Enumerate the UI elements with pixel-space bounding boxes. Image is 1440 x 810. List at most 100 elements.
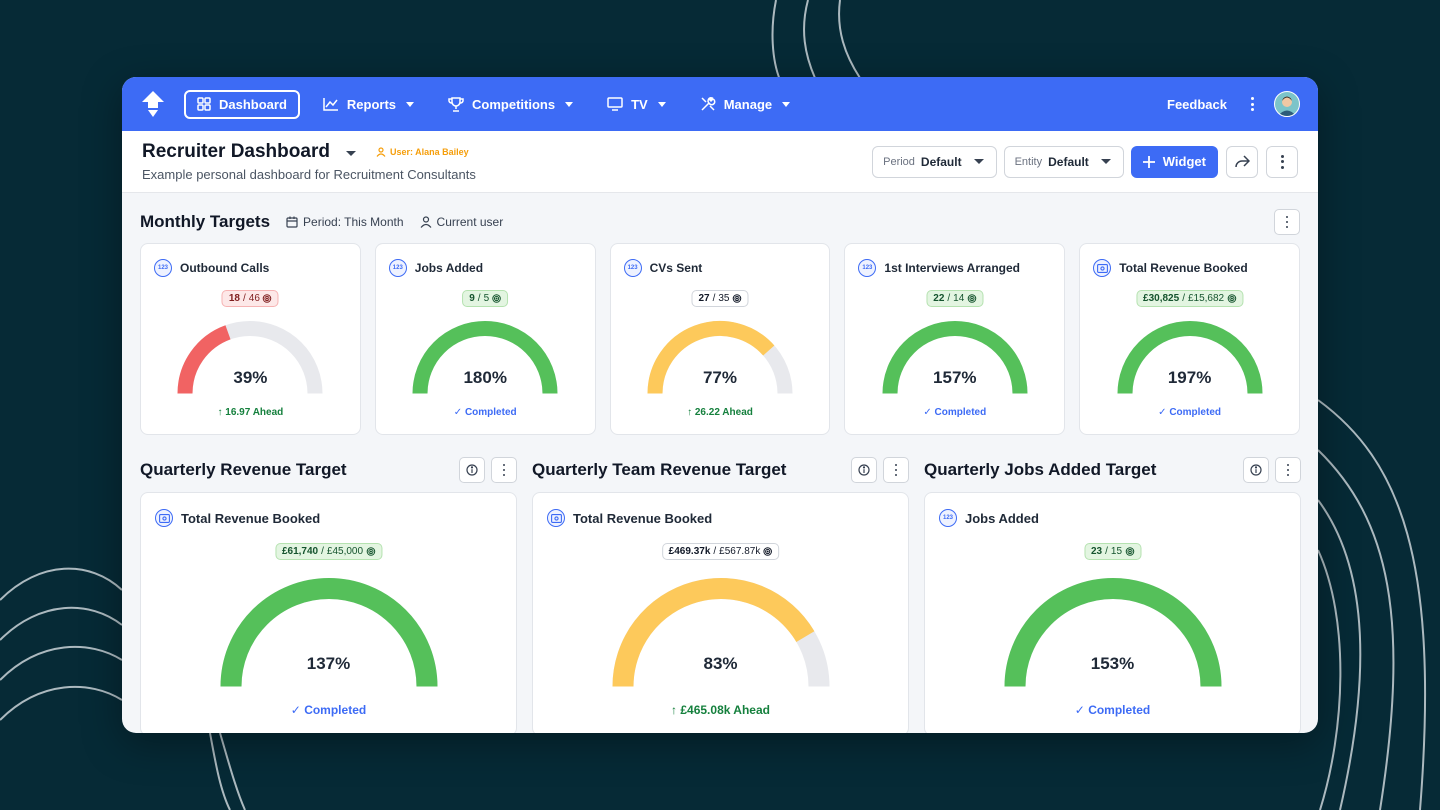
nav-competitions[interactable]: Competitions <box>437 90 584 119</box>
quarterly-section: Quarterly Jobs Added Target 123 Jobs Added… <box>924 455 1301 733</box>
gauge <box>177 321 323 394</box>
actual-value: 18 <box>228 293 240 304</box>
add-widget-label: Widget <box>1162 154 1206 169</box>
target-card[interactable]: 123 Jobs Added 9 / 5 180% ✓ Completed <box>374 243 596 435</box>
target-icon <box>492 294 501 303</box>
more-vertical-icon <box>1280 154 1284 169</box>
nav-tv[interactable]: TV <box>596 90 677 119</box>
monthly-targets-section: Monthly Targets Period: This Month Curre… <box>140 207 1300 435</box>
chart-line-icon <box>323 98 338 111</box>
nav-dashboard[interactable]: Dashboard <box>184 89 300 119</box>
actual-value: 22 <box>933 293 945 304</box>
percent-label: 153% <box>1090 654 1135 673</box>
card-title-label: CVs Sent <box>649 261 703 275</box>
status-label: ✓ Completed <box>290 703 367 717</box>
card-title: Total Revenue Booked <box>547 509 712 527</box>
info-button[interactable] <box>851 457 877 483</box>
target-pill: £30,825 / £15,682 <box>1136 290 1244 307</box>
money-icon <box>1093 259 1112 277</box>
nav-reports[interactable]: Reports <box>312 90 425 119</box>
target-pill: £469.37k / £567.87k <box>661 543 780 560</box>
target-card[interactable]: 123 1st Interviews Arranged 22 / 14 157% ✓ C… <box>844 243 1066 435</box>
info-button[interactable] <box>1243 457 1269 483</box>
status-label: ↑ 26.22 Ahead <box>687 407 753 418</box>
info-button[interactable] <box>459 457 485 483</box>
app-logo-icon[interactable] <box>140 89 166 119</box>
target-card[interactable]: Total Revenue Booked £469.37k / £567.87k 8… <box>532 492 909 733</box>
share-button[interactable] <box>1226 145 1258 178</box>
actual-value: 9 <box>469 293 475 304</box>
target-card[interactable]: 123 Outbound Calls 18 / 46 39% ↑ 16.97 Ahead <box>140 243 361 435</box>
add-widget-button[interactable]: Widget <box>1130 145 1218 178</box>
period-select[interactable]: Period Default <box>872 145 997 178</box>
target-pill: £61,740 / £45,000 <box>274 543 383 560</box>
card-title: 123 CVs Sent <box>623 259 703 277</box>
money-icon <box>155 509 173 527</box>
section-more-button[interactable] <box>491 457 517 483</box>
entity-select[interactable]: Entity Default <box>1003 145 1124 178</box>
card-title: 123 Jobs Added <box>939 509 1039 527</box>
actual-value: £61,740 <box>281 546 319 557</box>
check-icon: ✓ <box>290 703 305 717</box>
dashboard-switcher-chevron-icon[interactable] <box>345 150 356 156</box>
target-card[interactable]: Total Revenue Booked £61,740 / £45,000 137… <box>140 492 517 733</box>
info-icon <box>466 464 478 476</box>
target-card[interactable]: Total Revenue Booked £30,825 / £15,682 197… <box>1079 243 1300 435</box>
section-more-button[interactable] <box>883 457 909 483</box>
section-title: Monthly Targets <box>140 212 271 231</box>
gauge <box>612 578 829 687</box>
target-icon <box>1227 294 1236 303</box>
calendar-icon <box>286 216 298 228</box>
more-vertical-icon <box>1285 215 1289 229</box>
page-title: Recruiter Dashboard <box>142 141 330 162</box>
feedback-link[interactable]: Feedback <box>1167 96 1227 112</box>
card-title: 123 Jobs Added <box>388 259 484 277</box>
number-icon: 123 <box>388 259 407 277</box>
number-icon: 123 <box>858 259 877 277</box>
percent-label: 197% <box>1167 368 1212 387</box>
card-title-label: Jobs Added <box>414 261 484 275</box>
percent-label: 137% <box>306 654 351 673</box>
nav-tv-label: TV <box>631 96 648 112</box>
gauge <box>647 321 793 394</box>
percent-label: 83% <box>703 654 738 673</box>
target-value: 14 <box>953 293 965 304</box>
entity-label: Entity <box>1014 155 1043 168</box>
section-more-button[interactable] <box>1274 209 1300 235</box>
card-title-label: 1st Interviews Arranged <box>884 261 1020 275</box>
page-subtitle: Example personal dashboard for Recruitme… <box>142 167 476 182</box>
gauge-fill <box>1117 321 1263 394</box>
number-icon: 123 <box>939 509 957 527</box>
target-pill: 27 / 35 <box>691 290 749 307</box>
header-more-button[interactable] <box>1266 145 1298 178</box>
status-label: ↑ 16.97 Ahead <box>217 407 284 418</box>
percent-label: 180% <box>463 368 507 387</box>
gauge-fill <box>612 578 814 687</box>
section-title: Quarterly Jobs Added Target <box>924 460 1157 479</box>
percent-label: 157% <box>933 368 977 387</box>
quarterly-section: Quarterly Revenue Target Total Revenue Bo… <box>140 455 517 733</box>
nav-reports-label: Reports <box>346 96 397 112</box>
arrow-up-icon: ↑ <box>671 703 681 717</box>
card-title-label: Outbound Calls <box>180 261 270 275</box>
gauge-fill <box>647 321 775 394</box>
page-header: Recruiter Dashboard User: Alana Bailey E… <box>122 131 1318 193</box>
target-card[interactable]: 123 Jobs Added 23 / 15 153% ✓ Completed <box>924 492 1301 733</box>
more-menu-icon[interactable] <box>1251 97 1254 111</box>
target-icon <box>732 294 742 303</box>
arrow-up-icon: ↑ <box>687 407 695 418</box>
target-card[interactable]: 123 CVs Sent 27 / 35 77% ↑ 26.22 Ahead <box>609 243 831 435</box>
card-title: 123 1st Interviews Arranged <box>858 259 1020 277</box>
section-title: Quarterly Team Revenue Target <box>532 460 787 479</box>
section-more-button[interactable] <box>1275 457 1301 483</box>
nav-manage[interactable]: Manage <box>689 89 801 119</box>
money-icon <box>547 509 565 527</box>
card-title: Total Revenue Booked <box>1093 259 1248 277</box>
gauge-fill <box>220 578 437 687</box>
check-icon: ✓ <box>923 407 935 418</box>
section-title: Quarterly Revenue Target <box>140 460 347 479</box>
tv-icon <box>607 97 623 111</box>
status-label: ↑ £465.08k Ahead <box>671 703 770 717</box>
avatar[interactable] <box>1274 91 1300 117</box>
